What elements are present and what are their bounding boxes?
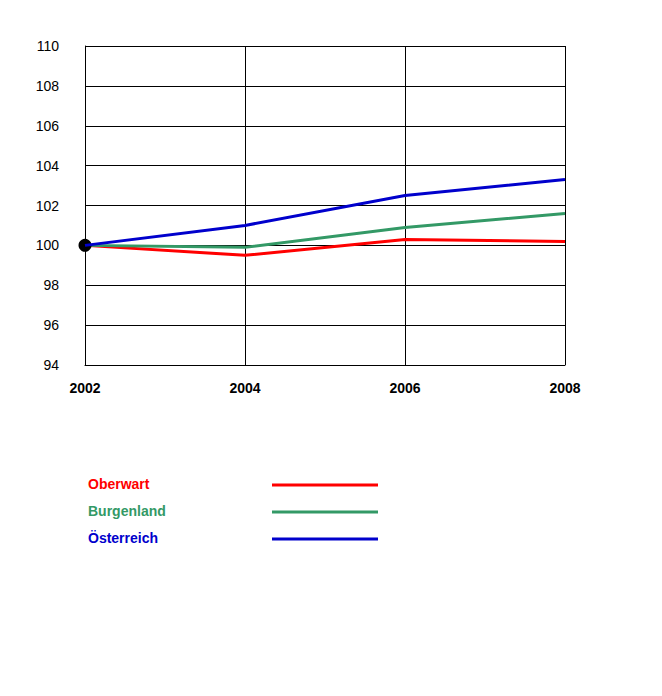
svg-text:Burgenland: Burgenland [88, 503, 166, 519]
svg-text:96: 96 [43, 317, 59, 333]
svg-text:2006: 2006 [389, 380, 420, 396]
svg-text:110: 110 [37, 38, 60, 54]
svg-text:94: 94 [43, 357, 59, 373]
svg-text:106: 106 [36, 118, 60, 134]
svg-text:2008: 2008 [549, 380, 580, 396]
svg-text:2002: 2002 [69, 380, 100, 396]
svg-text:Österreich: Österreich [88, 530, 158, 546]
svg-text:98: 98 [43, 277, 59, 293]
svg-text:Oberwart: Oberwart [88, 476, 150, 492]
svg-text:2004: 2004 [229, 380, 260, 396]
svg-text:104: 104 [36, 158, 60, 174]
svg-text:108: 108 [36, 78, 60, 94]
svg-text:100: 100 [36, 237, 60, 253]
svg-text:102: 102 [36, 198, 60, 214]
